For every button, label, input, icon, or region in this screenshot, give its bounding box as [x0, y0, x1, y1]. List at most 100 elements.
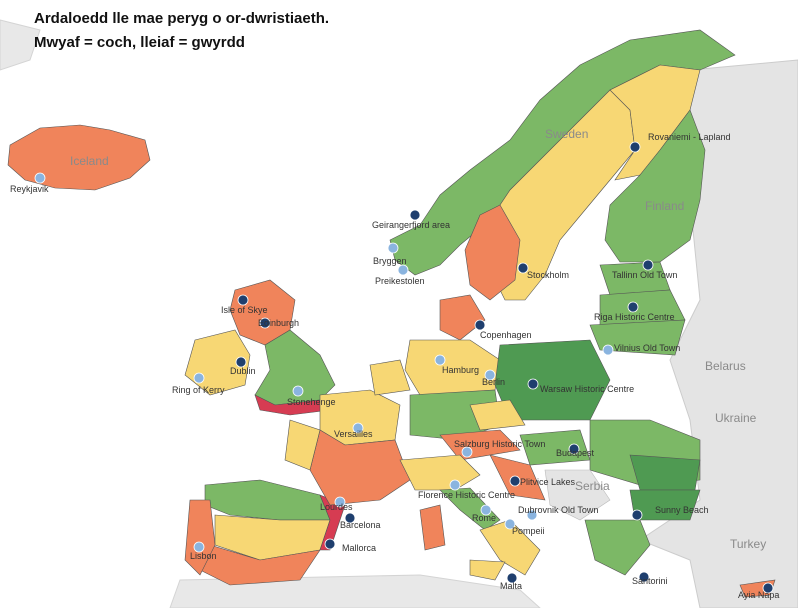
place-label-stockholm: Stockholm	[527, 270, 569, 280]
region-portugal[interactable]	[184, 499, 216, 576]
region-finland[interactable]	[604, 109, 706, 263]
marker-lourdes[interactable]	[334, 496, 346, 508]
region-sicily[interactable]	[469, 559, 506, 581]
place-label-dublin: Dublin	[230, 366, 256, 376]
region-iceland[interactable]	[7, 124, 151, 191]
place-markers: Reykjavik Rovaniemi - Lapland Geirangerfjo…	[10, 132, 779, 600]
place-label-plitvice-lakes: Plitvice Lakes	[520, 477, 576, 487]
marker-santorini[interactable]	[638, 571, 650, 583]
region-sardinia[interactable]	[419, 504, 446, 551]
map-title-line-2: Mwyaf = coch, lleiaf = gwyrdd	[34, 34, 245, 51]
place-label-budapest: Budapest	[556, 448, 595, 458]
label-belarus: Belarus	[705, 359, 746, 373]
label-ukraine: Ukraine	[715, 411, 757, 425]
place-label-florence-historic-centre: Florence Historic Centre	[418, 490, 515, 500]
place-label-bryggen: Bryggen	[373, 256, 407, 266]
place-label-reykjavik: Reykjavik	[10, 184, 49, 194]
region-italy-central[interactable]	[439, 487, 501, 531]
region-lithuania[interactable]	[589, 319, 686, 356]
marker-budapest[interactable]	[568, 443, 580, 455]
place-label-copenhagen: Copenhagen	[480, 330, 532, 340]
region-austria[interactable]	[439, 429, 521, 461]
place-label-versailles: Versailles	[334, 429, 373, 439]
region-italy-north[interactable]	[399, 454, 481, 491]
place-label-ayia-napa: Ayia Napa	[738, 590, 779, 600]
marker-preikestolen[interactable]	[397, 264, 409, 276]
region-spain-north[interactable]	[204, 479, 331, 521]
marker-sunny-beach[interactable]	[631, 509, 643, 521]
place-label-barcelona: Barcelona	[340, 520, 381, 530]
marker-stockholm[interactable]	[517, 262, 529, 274]
label-sweden: Sweden	[545, 127, 588, 141]
label-serbia: Serbia	[575, 479, 610, 493]
marker-hamburg[interactable]	[434, 354, 446, 366]
marker-rovaniemi-lapland[interactable]	[629, 141, 641, 153]
marker-ring-of-kerry[interactable]	[193, 372, 205, 384]
marker-isle-of-skye[interactable]	[237, 294, 249, 306]
place-label-preikestolen: Preikestolen	[375, 276, 425, 286]
marker-rome[interactable]	[480, 504, 492, 516]
region-greece[interactable]	[584, 519, 651, 576]
place-label-geirangerfjord-area: Geirangerfjord area	[372, 220, 450, 230]
marker-dublin[interactable]	[235, 356, 247, 368]
marker-malta[interactable]	[506, 572, 518, 584]
place-label-malta: Malta	[500, 581, 522, 591]
place-label-salzburg-historic-town: Salzburg Historic Town	[454, 439, 545, 449]
place-label-hamburg: Hamburg	[442, 365, 479, 375]
place-label-mallorca: Mallorca	[342, 543, 376, 553]
place-label-stonehenge: Stonehenge	[287, 397, 336, 407]
marker-pompeii[interactable]	[504, 518, 516, 530]
marker-geirangerfjord-area[interactable]	[409, 209, 421, 221]
map-title-line-1: Ardaloedd lle mae peryg o or-dwristiaeth…	[34, 10, 330, 27]
marker-ayia-napa[interactable]	[762, 582, 774, 594]
marker-edinburgh[interactable]	[259, 317, 271, 329]
region-france-west[interactable]	[284, 419, 321, 471]
place-label-lisbon: Lisbon	[190, 551, 217, 561]
place-label-warsaw-historic-centre: Warsaw Historic Centre	[540, 384, 634, 394]
marker-salzburg-historic-town[interactable]	[461, 446, 473, 458]
region-romania-south[interactable]	[629, 454, 701, 491]
label-finland: Finland	[645, 199, 684, 213]
place-label-pompeii: Pompeii	[512, 526, 545, 536]
region-denmark[interactable]	[439, 294, 486, 341]
marker-warsaw-historic-centre[interactable]	[527, 378, 539, 390]
place-label-rovaniemi-lapland: Rovaniemi - Lapland	[648, 132, 731, 142]
region-balkans-west[interactable]	[544, 469, 611, 521]
place-label-santorini: Santorini	[632, 576, 668, 586]
marker-versailles[interactable]	[352, 422, 364, 434]
region-sweden-east[interactable]	[464, 204, 521, 301]
marker-copenhagen[interactable]	[474, 319, 486, 331]
region-bulgaria[interactable]	[629, 489, 701, 521]
marker-bryggen[interactable]	[387, 242, 399, 254]
marker-vilnius-old-town[interactable]	[602, 344, 614, 356]
marker-stonehenge[interactable]	[292, 385, 304, 397]
place-label-lourdes: Lourdes	[320, 502, 353, 512]
place-label-isle-of-skye: Isle of Skye	[221, 305, 268, 315]
label-iceland: Iceland	[70, 154, 109, 168]
place-label-dubrovnik-old-town: Dubrovnik Old Town	[518, 505, 598, 515]
label-turkey: Turkey	[730, 537, 766, 551]
marker-dubrovnik-old-town[interactable]	[526, 509, 538, 521]
marker-barcelona[interactable]	[344, 512, 356, 524]
region-czechia[interactable]	[469, 399, 526, 431]
region-france-south[interactable]	[309, 429, 411, 506]
marker-plitvice-lakes[interactable]	[509, 475, 521, 487]
region-italy-south[interactable]	[479, 519, 541, 576]
outside-land-greenland	[0, 19, 41, 71]
marker-reykjavik[interactable]	[34, 172, 46, 184]
place-label-ring-of-kerry: Ring of Kerry	[172, 385, 225, 395]
outside-land-africa	[169, 574, 541, 608]
marker-berlin[interactable]	[484, 369, 496, 381]
marker-lisbon[interactable]	[193, 541, 205, 553]
place-label-tallinn-old-town: Tallinn Old Town	[612, 270, 677, 280]
region-benelux[interactable]	[369, 359, 411, 396]
marker-florence-historic-centre[interactable]	[449, 479, 461, 491]
place-label-riga-historic-centre: Riga Historic Centre	[594, 312, 675, 322]
marker-mallorca[interactable]	[324, 538, 336, 550]
marker-tallinn-old-town[interactable]	[642, 259, 654, 271]
marker-riga-historic-centre[interactable]	[627, 301, 639, 313]
place-label-edinburgh: Edinburgh	[258, 318, 299, 328]
place-label-sunny-beach: Sunny Beach	[655, 505, 709, 515]
place-label-rome: Rome	[472, 513, 496, 523]
